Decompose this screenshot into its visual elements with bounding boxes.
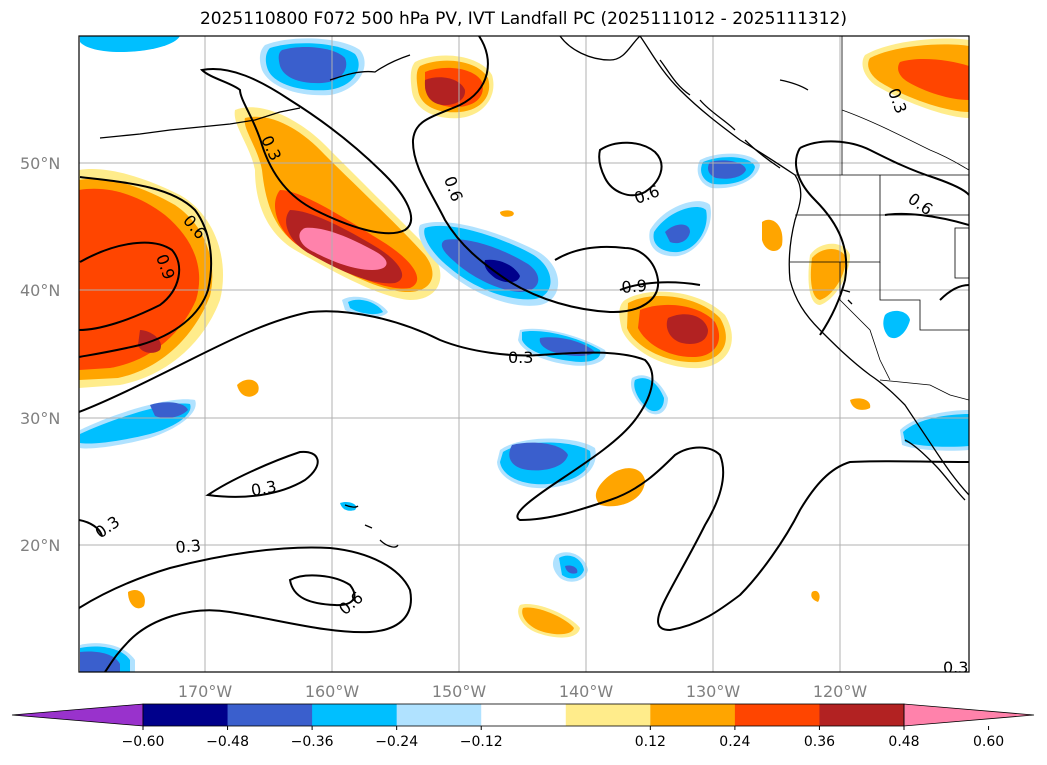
lat-label-50n: 50°N xyxy=(20,154,60,173)
colorbar-tick-label: −0.48 xyxy=(206,734,249,750)
positive-anomaly-small-5 xyxy=(500,210,514,217)
colorbar-tick-label: −0.36 xyxy=(291,734,334,750)
colorbar-tick-label: 0.12 xyxy=(635,734,666,750)
colorbar-segment xyxy=(227,704,313,726)
lon-label-160w: 160°W xyxy=(305,682,360,701)
negative-anomaly-north xyxy=(80,36,365,96)
positive-anomaly-small-1 xyxy=(237,379,259,397)
colorbar-segment xyxy=(143,704,229,726)
positive-anomaly-ne xyxy=(862,38,969,119)
filled-anomalies xyxy=(79,36,969,672)
lat-label-40n: 40°N xyxy=(20,281,60,300)
lat-label-20n: 20°N xyxy=(20,536,60,555)
contour-label-0.3-sw2: 0.3 xyxy=(175,536,202,557)
colorbar-tick-label: 0.60 xyxy=(973,734,1004,750)
colorbar: −0.60 −0.48 −0.36 −0.24 −0.12 0.12 0.24 0.36 0.4… xyxy=(11,703,1035,750)
colorbar-extend-min xyxy=(11,703,144,727)
map-title: 2025110800 F072 500 hPa PV, IVT Landfall… xyxy=(199,9,847,29)
lon-label-130w: 130°W xyxy=(686,682,741,701)
contour-label-0.9-central: 0.9 xyxy=(621,276,648,297)
colorbar-segment xyxy=(312,704,398,726)
colorbar-segment xyxy=(565,704,651,726)
positive-anomaly-north xyxy=(410,55,494,119)
colorbar-ticks: −0.60 −0.48 −0.36 −0.24 −0.12 0.12 0.24 0.36 0.4… xyxy=(122,726,1004,750)
colorbar-segment xyxy=(396,704,482,726)
coastlines xyxy=(99,36,969,548)
colorbar-tick-label: −0.24 xyxy=(375,734,418,750)
negative-anomaly-small-3 xyxy=(883,310,910,339)
positive-anomaly-subtropic xyxy=(595,468,645,507)
contour-label-0.3-se: 0.3 xyxy=(943,658,968,677)
colorbar-tick-label: −0.12 xyxy=(460,734,503,750)
gridlines xyxy=(79,36,969,672)
positive-anomaly-oregon-coast xyxy=(762,219,783,252)
positive-anomaly-nw xyxy=(234,107,441,300)
plot-frame xyxy=(78,35,970,673)
colorbar-segment xyxy=(650,704,736,726)
colorbar-tick-label: 0.48 xyxy=(888,734,919,750)
lat-labels: 50°N 40°N 30°N 20°N xyxy=(20,154,60,555)
positive-anomaly-small-3 xyxy=(850,398,871,410)
colorbar-extend-max xyxy=(903,703,1035,727)
negative-anomaly-central xyxy=(418,222,559,306)
contour-label-0.3-south: 0.3 xyxy=(250,477,278,500)
colorbar-segment xyxy=(734,704,820,726)
positive-anomaly-east xyxy=(619,291,732,369)
positive-anomaly-west xyxy=(79,169,224,388)
lon-label-140w: 140°W xyxy=(559,682,614,701)
borders xyxy=(790,36,969,401)
map-layers: 0.3 0.6 0.9 0.6 0.6 0.6 0.3 0.9 0.3 0.3 … xyxy=(79,36,969,677)
colorbar-segments xyxy=(11,703,1035,727)
colorbar-segment xyxy=(819,704,905,726)
pc-contours xyxy=(79,36,969,672)
colorbar-tick-label: 0.24 xyxy=(719,734,750,750)
positive-anomaly-small-4 xyxy=(811,590,820,602)
lon-label-150w: 150°W xyxy=(432,682,487,701)
colorbar-segment xyxy=(481,704,567,726)
colorbar-tick-label: 0.36 xyxy=(804,734,835,750)
colorbar-tick-label: −0.60 xyxy=(122,734,165,750)
contour-label-0.3-central: 0.3 xyxy=(508,348,533,367)
lon-label-170w: 170°W xyxy=(178,682,233,701)
lat-label-30n: 30°N xyxy=(20,409,60,428)
colorbar-frame xyxy=(142,703,905,727)
positive-anomaly-small-2 xyxy=(128,589,145,609)
lon-label-120w: 120°W xyxy=(813,682,868,701)
lon-labels: 170°W 160°W 150°W 140°W 130°W 120°W xyxy=(178,682,868,701)
